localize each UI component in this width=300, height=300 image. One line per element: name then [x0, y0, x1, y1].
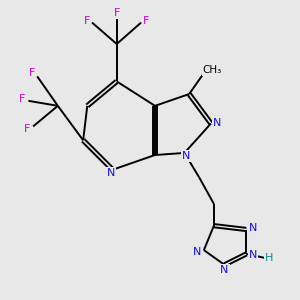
Text: H: H [265, 253, 273, 263]
Text: N: N [182, 151, 190, 161]
Text: N: N [107, 168, 115, 178]
Text: CH₃: CH₃ [203, 65, 222, 75]
Text: N: N [249, 223, 257, 233]
Text: N: N [213, 118, 221, 128]
Text: F: F [19, 94, 25, 104]
Text: F: F [29, 68, 35, 78]
Text: F: F [83, 16, 90, 26]
Text: F: F [143, 16, 150, 26]
Text: F: F [113, 8, 120, 18]
Text: F: F [24, 124, 30, 134]
Text: N: N [193, 247, 202, 256]
Text: N: N [249, 250, 257, 260]
Text: N: N [220, 265, 229, 275]
